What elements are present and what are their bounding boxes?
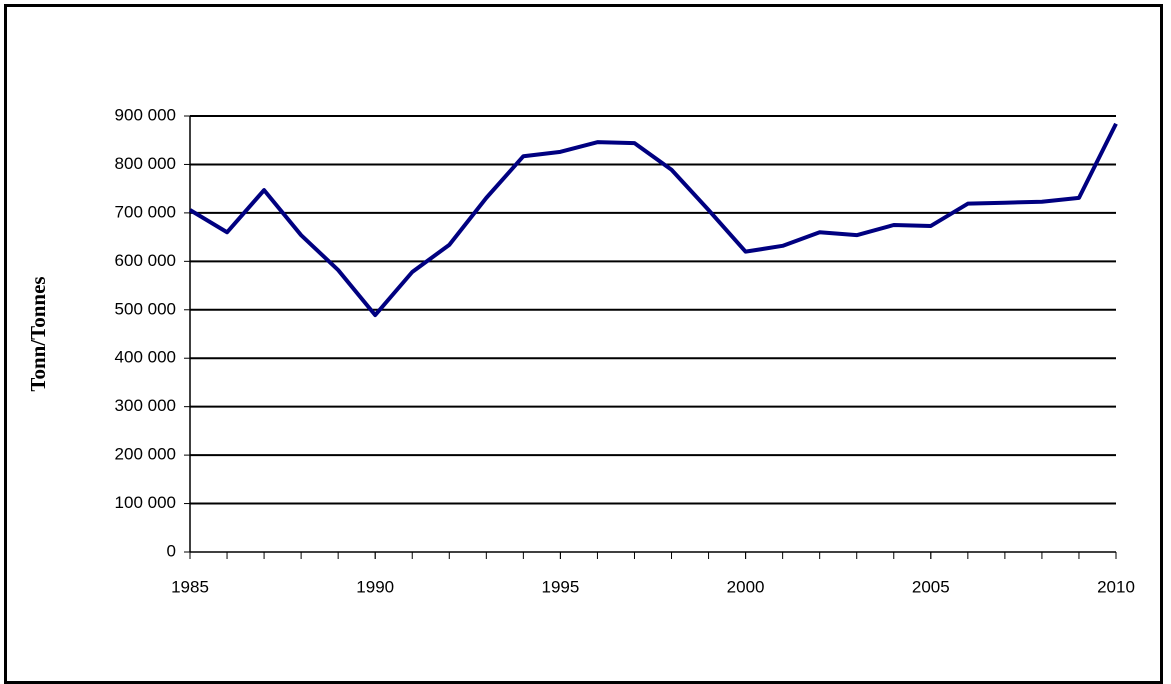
x-tick-label: 2010 xyxy=(1097,577,1135,596)
x-tick-label: 2005 xyxy=(912,577,950,596)
x-tick-label: 2000 xyxy=(727,577,765,596)
y-tick-label: 700 000 xyxy=(115,202,176,221)
x-tick-label: 1985 xyxy=(171,577,209,596)
y-tick-label: 200 000 xyxy=(115,445,176,464)
y-axis-title: Tonn/Tonnes xyxy=(26,276,50,391)
y-tick-label: 400 000 xyxy=(115,348,176,367)
y-tick-label: 300 000 xyxy=(115,396,176,415)
y-tick-label: 600 000 xyxy=(115,251,176,270)
y-tick-label: 800 000 xyxy=(115,154,176,173)
y-tick-label: 0 xyxy=(167,541,176,560)
y-tick-label: 100 000 xyxy=(115,493,176,512)
x-tick-label: 1995 xyxy=(541,577,579,596)
y-tick-label: 500 000 xyxy=(115,299,176,318)
x-tick-label: 1990 xyxy=(356,577,394,596)
y-tick-label: 900 000 xyxy=(115,105,176,124)
data-line xyxy=(188,122,1118,318)
